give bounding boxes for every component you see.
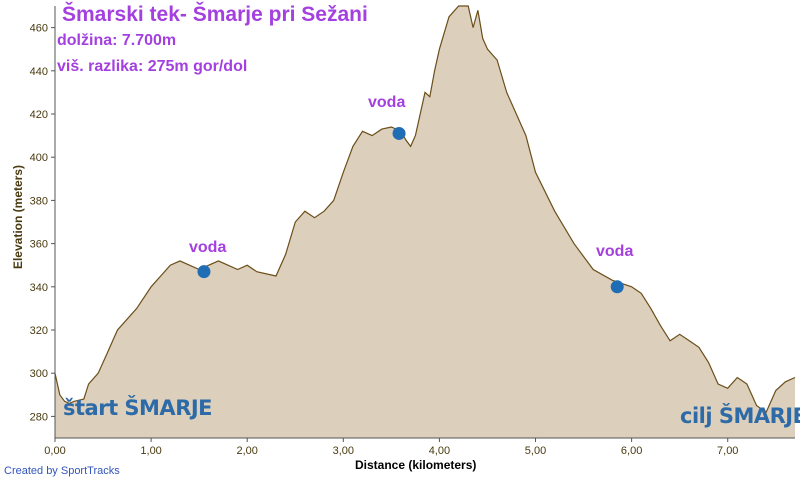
chart-title: Šmarski tek- Šmarje pri Sežani	[62, 3, 368, 26]
y-tick-label: 280	[30, 411, 48, 423]
water-station-marker	[392, 126, 406, 140]
finish-annotation: cilj ŠMARJE	[680, 404, 800, 428]
y-tick-label: 380	[30, 195, 48, 207]
x-tick-label: 2,00	[236, 445, 257, 457]
y-tick-label: 340	[30, 282, 48, 294]
water-label-3: voda	[596, 243, 634, 260]
subtitle-elevation-diff: viš. razlika: 275m gor/dol	[57, 58, 248, 75]
water-label-2: voda	[368, 94, 406, 111]
y-tick-label: 420	[30, 109, 48, 121]
credit-link[interactable]: Created by SportTracks	[4, 465, 120, 477]
start-annotation: štart ŠMARJE	[63, 396, 213, 420]
x-tick-label: 5,00	[525, 445, 546, 457]
x-tick-label: 7,00	[717, 445, 738, 457]
elevation-line	[54, 5, 796, 413]
y-tick-label: 460	[30, 23, 48, 35]
x-tick-label: 3,00	[333, 445, 354, 457]
x-tick-label: 0,00	[44, 445, 65, 457]
x-axis-label: Distance (kilometers)	[355, 458, 477, 472]
y-tick-label: 320	[30, 325, 48, 337]
subtitle-length: dolžina: 7.700m	[57, 32, 177, 49]
markers	[197, 126, 624, 294]
y-axis-label: Elevation (meters)	[11, 164, 25, 270]
x-tick-label: 4,00	[429, 445, 450, 457]
elevation-area	[55, 6, 795, 438]
y-tick-label: 360	[30, 239, 48, 251]
water-station-marker	[197, 265, 211, 279]
x-tick-label: 1,00	[140, 445, 161, 457]
y-tick-label: 440	[30, 66, 48, 78]
plot-area	[54, 5, 796, 438]
axes	[51, 6, 795, 442]
water-label-1: voda	[189, 239, 227, 256]
x-tick-label: 6,00	[621, 445, 642, 457]
tick-labels: 280 300 320 340 360 380 400 420 440 460 0,00 1,00 2,…	[30, 23, 739, 457]
y-tick-label: 400	[30, 152, 48, 164]
y-tick-label: 300	[30, 368, 48, 380]
water-station-marker	[610, 280, 624, 294]
